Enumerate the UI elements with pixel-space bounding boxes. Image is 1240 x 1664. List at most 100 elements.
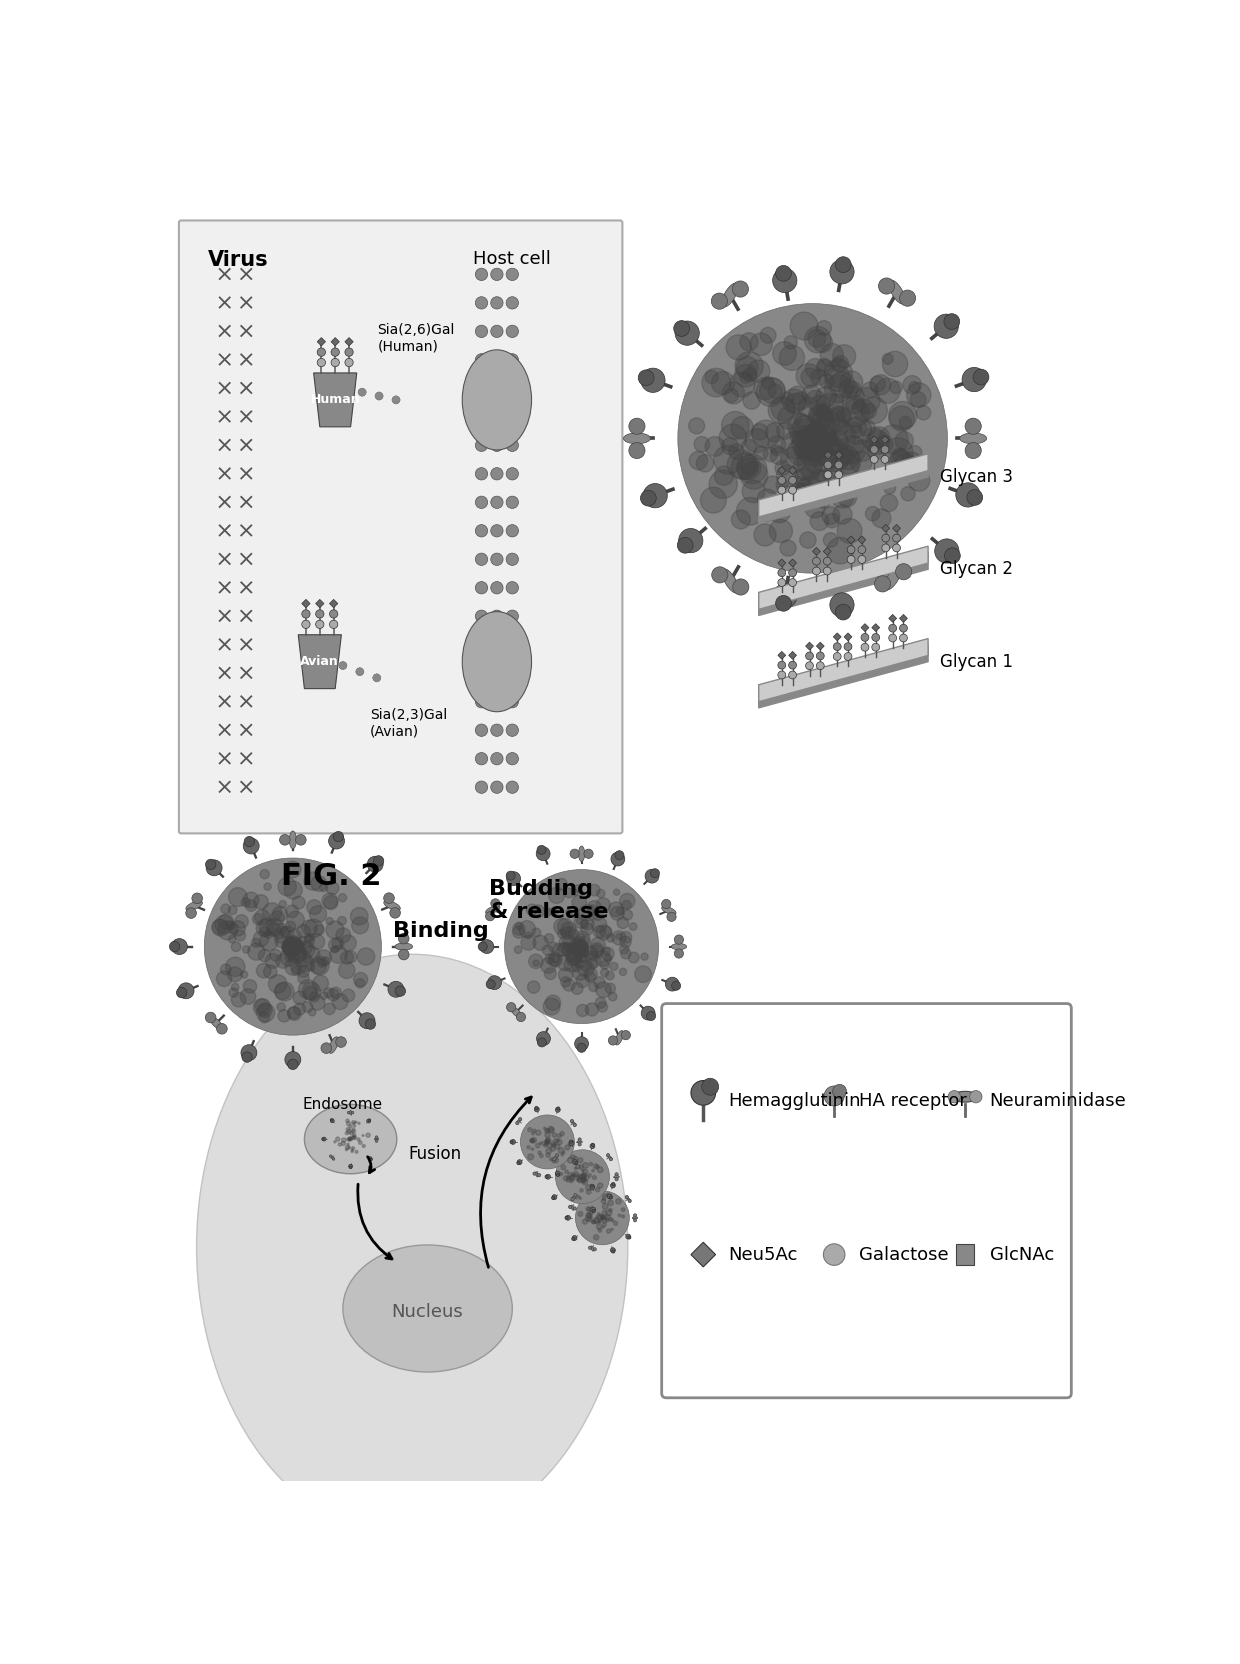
Circle shape bbox=[802, 426, 825, 448]
Circle shape bbox=[605, 955, 611, 962]
Circle shape bbox=[797, 453, 822, 478]
Circle shape bbox=[882, 456, 889, 463]
Circle shape bbox=[516, 1012, 526, 1022]
Circle shape bbox=[808, 469, 831, 493]
Circle shape bbox=[551, 1146, 556, 1151]
Circle shape bbox=[591, 1143, 594, 1146]
Text: Galactose: Galactose bbox=[859, 1246, 949, 1263]
Circle shape bbox=[577, 919, 583, 924]
Circle shape bbox=[557, 1107, 559, 1110]
Circle shape bbox=[544, 1142, 548, 1145]
Text: GlcNAc: GlcNAc bbox=[990, 1246, 1054, 1263]
Circle shape bbox=[893, 449, 908, 464]
Circle shape bbox=[754, 524, 776, 546]
Circle shape bbox=[301, 920, 317, 935]
Circle shape bbox=[866, 438, 879, 453]
Circle shape bbox=[491, 899, 500, 909]
Circle shape bbox=[531, 1148, 534, 1150]
Circle shape bbox=[878, 278, 894, 295]
Circle shape bbox=[780, 393, 794, 406]
Circle shape bbox=[358, 1122, 360, 1125]
Circle shape bbox=[743, 368, 756, 381]
Circle shape bbox=[573, 938, 589, 955]
Circle shape bbox=[475, 324, 487, 338]
FancyBboxPatch shape bbox=[179, 220, 622, 834]
Circle shape bbox=[605, 1215, 610, 1220]
Circle shape bbox=[296, 955, 314, 972]
Circle shape bbox=[758, 504, 775, 521]
Circle shape bbox=[491, 411, 503, 423]
Circle shape bbox=[836, 256, 851, 273]
Circle shape bbox=[227, 920, 236, 930]
Circle shape bbox=[301, 621, 310, 629]
Circle shape bbox=[567, 947, 583, 963]
Circle shape bbox=[574, 955, 582, 962]
Circle shape bbox=[362, 1135, 365, 1137]
Circle shape bbox=[294, 1003, 305, 1015]
Circle shape bbox=[614, 889, 620, 895]
Circle shape bbox=[242, 899, 250, 907]
Circle shape bbox=[822, 436, 841, 454]
Circle shape bbox=[283, 942, 296, 955]
Circle shape bbox=[578, 1158, 583, 1163]
Circle shape bbox=[556, 1150, 609, 1203]
Circle shape bbox=[304, 987, 317, 1000]
Circle shape bbox=[629, 1200, 631, 1203]
Circle shape bbox=[795, 476, 823, 506]
Polygon shape bbox=[812, 547, 821, 556]
Circle shape bbox=[575, 973, 589, 987]
Circle shape bbox=[546, 1138, 551, 1143]
Circle shape bbox=[314, 925, 324, 935]
Polygon shape bbox=[789, 651, 796, 659]
Circle shape bbox=[764, 448, 777, 461]
Circle shape bbox=[645, 869, 658, 884]
Circle shape bbox=[577, 953, 587, 963]
Circle shape bbox=[666, 977, 680, 992]
Circle shape bbox=[231, 920, 246, 935]
Circle shape bbox=[608, 1200, 614, 1205]
Circle shape bbox=[353, 1122, 355, 1125]
Circle shape bbox=[813, 333, 832, 353]
Circle shape bbox=[594, 1235, 599, 1240]
Circle shape bbox=[619, 968, 626, 975]
Circle shape bbox=[620, 932, 631, 943]
Circle shape bbox=[341, 1142, 345, 1145]
Circle shape bbox=[751, 419, 780, 448]
Circle shape bbox=[895, 431, 914, 449]
Circle shape bbox=[556, 879, 568, 890]
Circle shape bbox=[790, 419, 820, 449]
Circle shape bbox=[967, 489, 982, 506]
Circle shape bbox=[574, 1193, 577, 1196]
Circle shape bbox=[808, 404, 833, 429]
Circle shape bbox=[351, 1112, 353, 1113]
Circle shape bbox=[820, 374, 835, 389]
Circle shape bbox=[802, 424, 823, 446]
Circle shape bbox=[475, 611, 487, 622]
Circle shape bbox=[600, 1215, 605, 1220]
Circle shape bbox=[362, 1145, 366, 1148]
Circle shape bbox=[719, 424, 746, 451]
Polygon shape bbox=[299, 634, 341, 689]
Circle shape bbox=[862, 428, 885, 451]
Circle shape bbox=[621, 1215, 625, 1218]
Circle shape bbox=[286, 905, 299, 917]
Circle shape bbox=[833, 419, 849, 434]
Circle shape bbox=[558, 919, 573, 934]
Circle shape bbox=[861, 644, 869, 651]
Circle shape bbox=[846, 394, 864, 414]
Circle shape bbox=[570, 1155, 575, 1160]
Circle shape bbox=[288, 1007, 301, 1020]
Text: Sia(2,6)Gal
(Human): Sia(2,6)Gal (Human) bbox=[377, 323, 455, 353]
Circle shape bbox=[688, 418, 704, 434]
Circle shape bbox=[825, 1087, 844, 1107]
Circle shape bbox=[278, 1010, 290, 1022]
Circle shape bbox=[833, 642, 841, 651]
Circle shape bbox=[906, 383, 931, 408]
Circle shape bbox=[544, 1128, 549, 1133]
Circle shape bbox=[326, 917, 334, 925]
Circle shape bbox=[895, 564, 911, 579]
Circle shape bbox=[593, 909, 604, 920]
Circle shape bbox=[817, 413, 833, 429]
Circle shape bbox=[546, 1175, 551, 1180]
Circle shape bbox=[557, 953, 573, 970]
